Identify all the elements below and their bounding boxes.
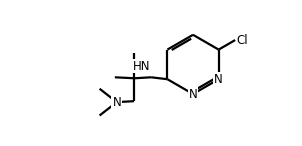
Text: N: N [189, 87, 198, 100]
Text: N: N [214, 73, 223, 86]
Text: HN: HN [133, 60, 150, 73]
Text: N: N [112, 96, 121, 109]
Text: Cl: Cl [236, 34, 248, 47]
